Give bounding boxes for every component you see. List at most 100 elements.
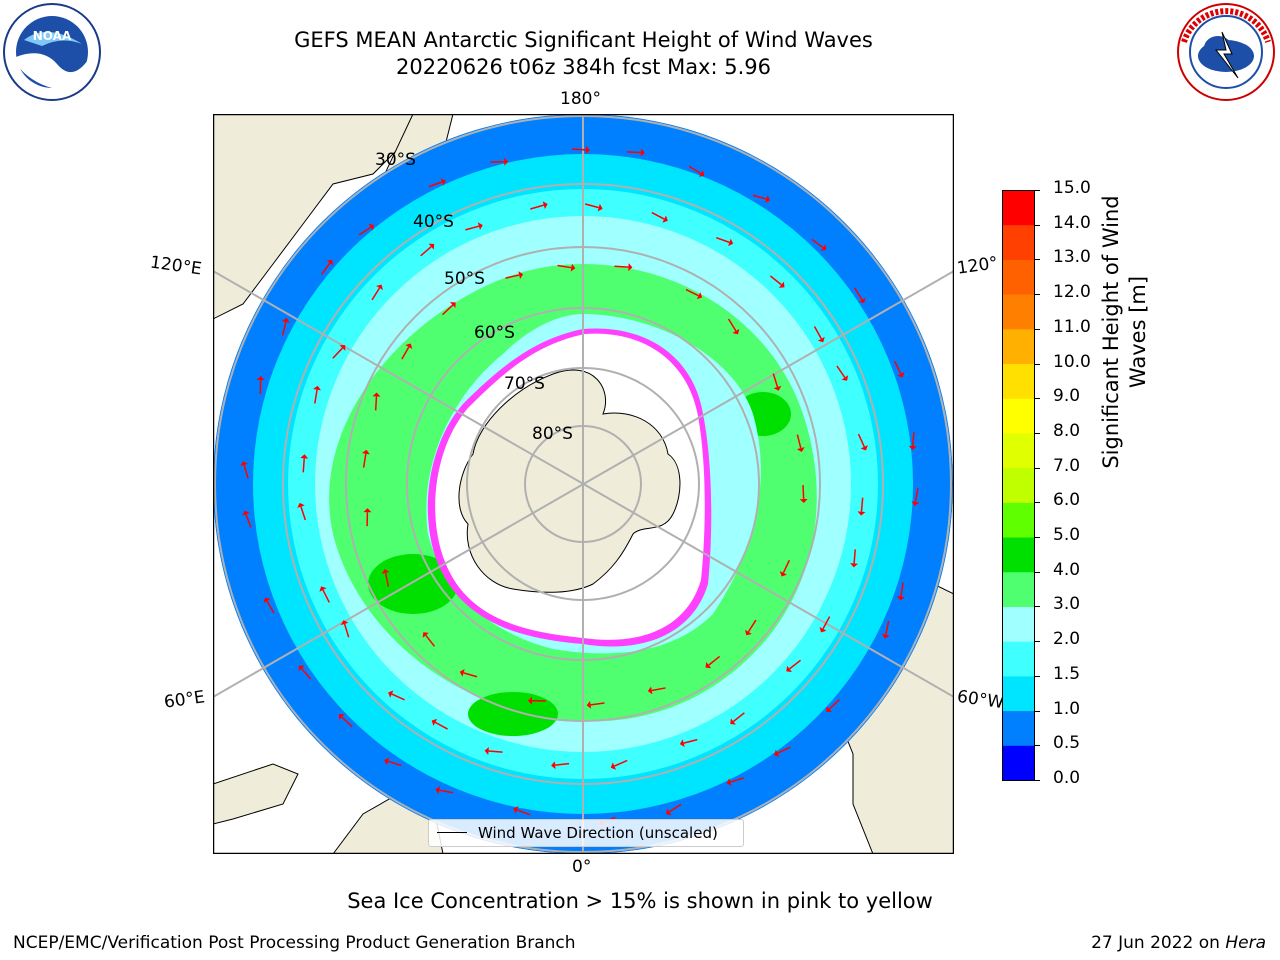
wave-arrow (428, 181, 443, 188)
wave-arrow (752, 194, 767, 200)
colorbar-tick-mark (1034, 780, 1040, 781)
wave-arrow-head (340, 620, 349, 626)
wave-arrow (439, 789, 454, 794)
wave-arrow-head (477, 222, 483, 231)
wave-arrow (557, 264, 572, 269)
wave-arrow-head (730, 718, 736, 725)
wave-arrow-head (388, 690, 394, 698)
colorbar-tick-mark (1034, 467, 1040, 469)
colorbar-tick-mark (1034, 571, 1040, 573)
wave-arrow (828, 699, 840, 710)
wave-arrow-head (628, 263, 633, 272)
meridian-label-60w: 60°W (955, 686, 1006, 714)
colorbar-tick-label: 11.0 (1053, 316, 1091, 337)
wave-arrow-head (484, 746, 489, 755)
wave-arrow-head (897, 372, 905, 378)
meridian-label-60e: 60°E (162, 687, 207, 713)
colorbar-tick-mark (1034, 363, 1040, 365)
wave-arrow (425, 634, 436, 647)
footer-producer: NCEP/EMC/Verification Post Processing Pr… (13, 933, 576, 953)
wave-arrow (811, 238, 824, 249)
wave-arrow (853, 549, 856, 564)
colorbar-tick-label: 1.5 (1053, 663, 1081, 684)
wave-arrow-head (857, 511, 866, 516)
parallel-label: 80°S (532, 424, 573, 444)
wave-arrow-head (527, 696, 532, 705)
colorbar-swatch (1002, 641, 1034, 677)
wave-arrow-head (896, 595, 905, 601)
wave-arrow-head (820, 244, 827, 251)
colorbar: 0.0 0.5 1.0 1.5 2.0 3.0 4.0 5.0 6.0 7.0 8.0 9.0 10.0… (1000, 180, 1140, 788)
wave-arrow (651, 211, 665, 220)
map-frame (212, 113, 955, 855)
wave-arrow-head (640, 148, 645, 157)
colorbar-swatch (1002, 224, 1034, 260)
wave-arrow-head (513, 806, 519, 814)
wave-arrow-head (726, 778, 732, 786)
colorbar-tick-mark (1034, 190, 1040, 191)
legend-line-swatch (437, 832, 467, 833)
wave-arrow-head (773, 385, 782, 391)
wave-arrow-head (705, 662, 712, 669)
wave-arrow-head (881, 633, 890, 639)
wave-arrow-head (765, 195, 771, 203)
wave-arrow (555, 762, 570, 766)
wave-arrow (789, 659, 801, 670)
colorbar-tick-mark (1034, 641, 1040, 643)
wave-arrow (708, 655, 721, 666)
wave-arrow-head (361, 449, 370, 455)
colorbar-swatch (1002, 432, 1034, 469)
wave-arrow-head (319, 586, 327, 592)
wave-arrow (813, 326, 822, 340)
wave-arrow (626, 151, 641, 154)
wave-arrow (391, 693, 405, 701)
wave-arrow-head (428, 243, 435, 250)
wave-arrow (332, 347, 343, 359)
colorbar-tick-label: 0.5 (1053, 733, 1081, 754)
wave-arrow-head (504, 157, 509, 166)
meridian-label-120w: 120° (955, 253, 1000, 279)
wave-arrow-head (263, 597, 271, 603)
polar-map-canvas (212, 113, 955, 855)
wave-arrow-head (779, 571, 788, 577)
colorbar-tick-label: 7.0 (1053, 455, 1081, 476)
wave-arrow (243, 464, 249, 479)
colorbar-swatch (1002, 398, 1034, 434)
colorbar-tick-label: 12.0 (1053, 282, 1091, 303)
colorbar-tick-mark (1034, 502, 1040, 504)
wave-arrow (796, 434, 802, 449)
map-legend: Wind Wave Direction (unscaled) (428, 819, 744, 847)
wave-arrow-head (732, 328, 740, 335)
wave-arrow-head (911, 501, 920, 506)
colorbar-swatches (1002, 190, 1035, 781)
wave-arrow-head (841, 375, 849, 381)
wave-arrow (505, 274, 520, 279)
wave-arrow (688, 165, 702, 175)
wave-arrow-head (647, 686, 653, 695)
parallel-label: 30°S (375, 150, 416, 170)
colorbar-tick-label: 0.0 (1053, 768, 1081, 788)
wave-arrow-head (440, 178, 446, 186)
wave-arrow-head (518, 271, 524, 279)
parallel-label: 60°S (474, 323, 515, 343)
wave-arrow-head (585, 145, 590, 154)
wave-arrow-head (796, 447, 805, 452)
colorbar-tick-label: 13.0 (1053, 247, 1091, 268)
wave-arrow (387, 760, 402, 767)
wave-arrow-head (773, 749, 780, 757)
wave-arrow-head (551, 761, 556, 770)
colorbar-tick-mark (1034, 294, 1040, 296)
parallel-label: 70°S (504, 374, 545, 394)
colorbar-tick-mark (1034, 675, 1040, 677)
wave-arrow (730, 777, 745, 783)
wave-arrow (321, 262, 331, 275)
colorbar-tick-label: 10.0 (1053, 351, 1091, 372)
meridian-label-180: 180° (560, 89, 601, 109)
wave-arrow (727, 318, 737, 332)
meridian-label-120e: 120°E (148, 252, 203, 280)
wave-arrow (683, 738, 698, 744)
wave-arrow (732, 712, 745, 723)
wave-arrow (463, 672, 478, 678)
wave-arrow (685, 288, 699, 297)
wave-arrow (465, 225, 480, 231)
